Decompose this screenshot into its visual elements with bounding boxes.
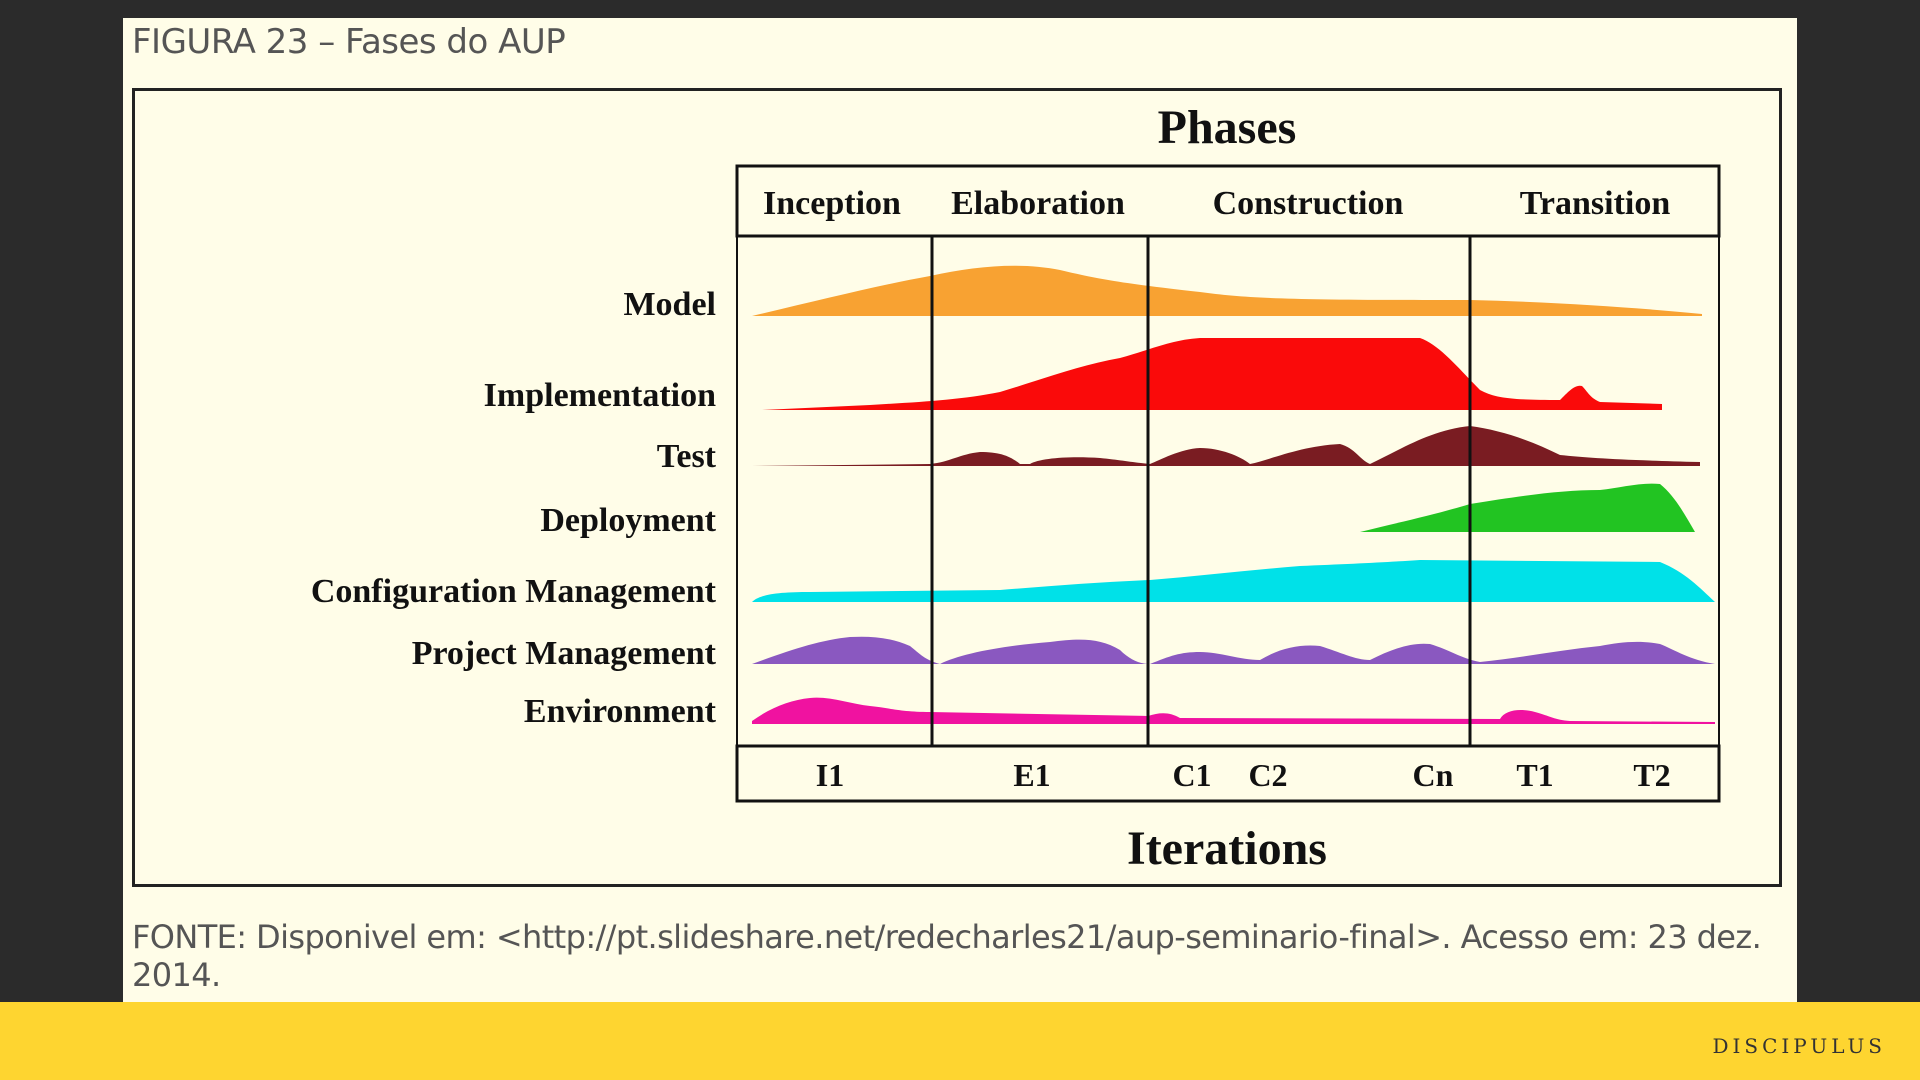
hump-implementation: [762, 338, 1662, 410]
iteration-t2: T2: [1633, 757, 1670, 793]
discipline-configuration-management: Configuration Management: [311, 573, 717, 610]
iteration-cn: Cn: [1413, 757, 1454, 793]
discipline-model: Model: [623, 286, 716, 323]
phase-elaboration: Elaboration: [951, 185, 1125, 222]
figure-caption: FIGURA 23 – Fases do AUP: [132, 22, 566, 62]
hump-project: [752, 636, 1715, 664]
phases-header: [735, 164, 1721, 238]
discipline-implementation: Implementation: [484, 377, 716, 414]
phase-inception: Inception: [763, 185, 901, 222]
hump-configuration: [752, 560, 1715, 602]
iteration-t1: T1: [1516, 757, 1553, 793]
footer-bar: DISCIPULUS: [0, 1002, 1920, 1080]
figure-frame: [132, 88, 1782, 887]
hump-test: [752, 426, 1700, 466]
hump-model: [752, 265, 1702, 316]
phase-construction: Construction: [1213, 185, 1404, 222]
discipline-test: Test: [657, 438, 717, 475]
source-note: FONTE: Disponivel em: <http://pt.slidesh…: [132, 918, 1762, 994]
workflow-humps: [752, 265, 1715, 724]
iteration-i1: I1: [816, 757, 844, 793]
phase-transition: Transition: [1520, 185, 1671, 222]
iteration-e1: E1: [1013, 757, 1050, 793]
iterations-title: Iterations: [1127, 822, 1327, 875]
discipline-deployment: Deployment: [540, 502, 716, 539]
discipline-environment: Environment: [524, 693, 717, 730]
hump-environment: [752, 697, 1715, 724]
iteration-c2: C2: [1248, 757, 1287, 793]
discipline-project-management: Project Management: [412, 635, 717, 672]
iteration-c1: C1: [1172, 757, 1211, 793]
brand-logo: DISCIPULUS: [1712, 1034, 1886, 1058]
hump-deployment: [752, 483, 1695, 532]
iterations-box: [735, 744, 1721, 803]
phases-title: Phases: [1158, 101, 1297, 154]
